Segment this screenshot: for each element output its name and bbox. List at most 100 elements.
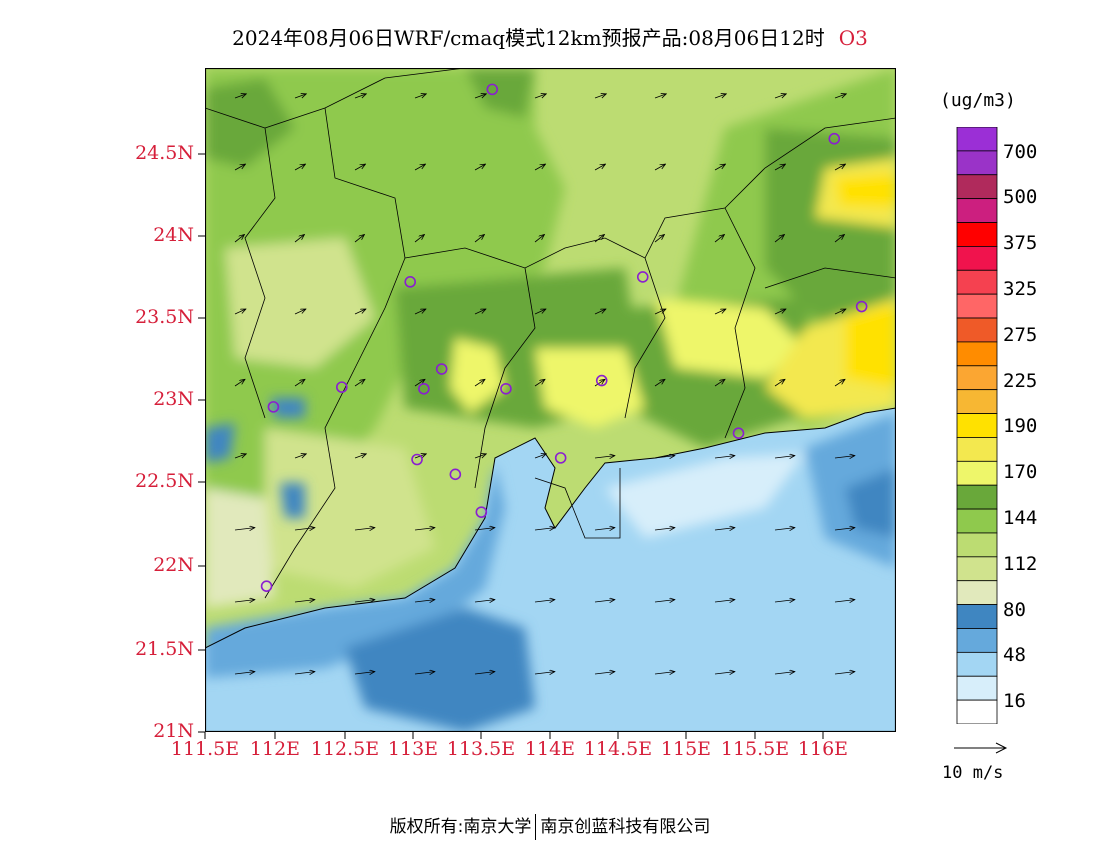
wind-arrow (234, 379, 245, 387)
wind-arrow (294, 309, 306, 315)
wind-arrow (714, 600, 735, 602)
legend-swatch (956, 269, 998, 295)
station-marker (855, 300, 868, 313)
x-tick-label: 113E (387, 738, 439, 760)
x-tick-label: 115E (660, 738, 712, 760)
x-tick-label: 116E (797, 738, 849, 760)
wind-arrow (834, 164, 845, 171)
legend-swatch (956, 413, 998, 438)
wind-arrow (294, 672, 315, 674)
wind-arrow (534, 600, 555, 602)
legend-label: 275 (1003, 324, 1038, 346)
wind-arrow (234, 309, 246, 315)
wind-arrow (534, 672, 555, 674)
y-tick-label: 24N (153, 224, 194, 246)
x-tick-label: 111.5E (170, 738, 240, 760)
wind-arrow (774, 600, 795, 602)
wind-arrow (654, 309, 666, 315)
wind-arrow (774, 379, 785, 387)
wind-arrow (474, 235, 484, 243)
color-legend-bar (956, 127, 998, 724)
wind-arrow (534, 454, 546, 459)
station-marker (336, 381, 348, 393)
station-marker (828, 132, 841, 145)
wind-arrow (594, 600, 615, 602)
wind-arrow (714, 164, 725, 171)
copyright-left: 版权所有:南京大学 (389, 817, 532, 837)
wind-arrow (534, 309, 546, 315)
station-marker (260, 580, 273, 592)
copyright-footer: 版权所有:南京大学 南京创蓝科技有限公司 (0, 812, 1100, 840)
wind-arrow (714, 309, 726, 315)
wind-arrow (294, 528, 315, 530)
wind-arrow (234, 94, 246, 99)
x-tick-label: 114E (524, 738, 576, 760)
sea-concentration-field (205, 398, 896, 732)
vector-scale-arrow (954, 742, 1008, 754)
station-marker (486, 83, 499, 96)
legend-swatch (956, 484, 998, 510)
wind-arrow (474, 379, 485, 387)
legend-label: 48 (1003, 644, 1026, 666)
y-tick-label: 21.5N (135, 638, 194, 660)
wind-arrow (234, 528, 255, 530)
legend-label: 80 (1003, 599, 1026, 621)
wind-arrow (654, 600, 675, 602)
wind-arrow (474, 600, 495, 602)
wind-arrow (834, 528, 855, 530)
legend-swatch (956, 246, 998, 271)
wind-arrow (774, 672, 795, 674)
footer-divider (535, 814, 537, 840)
wind-arrow (234, 454, 246, 459)
wind-arrow (354, 164, 365, 171)
legend-swatch (956, 341, 998, 367)
wind-arrow (294, 164, 305, 171)
wind-arrow (774, 309, 786, 315)
legend-swatch (956, 317, 998, 343)
legend-swatch (956, 460, 998, 486)
wind-arrow (474, 454, 486, 459)
wind-arrow (294, 600, 315, 602)
legend-label: 16 (1003, 690, 1026, 712)
legend-swatch (956, 532, 998, 558)
legend-swatch (956, 556, 998, 582)
legend-label: 225 (1003, 370, 1038, 392)
y-tick-label: 23.5N (135, 306, 194, 328)
wind-arrow (474, 164, 485, 171)
wind-arrow (714, 528, 735, 530)
variable-label: O3 (838, 26, 868, 50)
wind-arrow (594, 309, 606, 315)
wind-arrow (714, 379, 725, 387)
wind-arrow (834, 94, 846, 99)
legend-swatch (956, 174, 998, 200)
legend-label: 112 (1003, 553, 1038, 575)
station-marker (636, 271, 649, 283)
legend-label: 325 (1003, 278, 1038, 300)
y-tick-label: 24.5N (135, 142, 194, 164)
y-tick-label: 22.5N (135, 470, 194, 492)
wind-arrow (714, 456, 735, 458)
legend-swatch (956, 389, 998, 414)
wind-arrow (534, 235, 544, 243)
legend-swatch (956, 580, 998, 606)
title-text: 2024年08月06日WRF/cmaq模式12km预报产品:08月06日12时 (232, 26, 825, 50)
wind-arrow (474, 672, 495, 674)
wind-arrow (354, 235, 364, 243)
wind-arrow (474, 94, 486, 99)
wind-arrow (594, 456, 615, 458)
wind-arrow (414, 600, 435, 602)
legend-swatch (956, 127, 998, 152)
wind-arrow (234, 600, 255, 602)
wind-arrow (414, 94, 426, 99)
wind-arrow (774, 528, 795, 530)
station-marker (404, 276, 416, 288)
wind-arrow (654, 672, 675, 674)
station-marker (435, 363, 448, 375)
wind-arrow (354, 672, 375, 674)
x-tick-label: 112.5E (310, 738, 380, 760)
legend-swatch (956, 604, 998, 629)
vector-scale-label: 10 m/s (942, 763, 1004, 783)
wind-arrow (774, 94, 786, 99)
coastline (205, 407, 896, 649)
